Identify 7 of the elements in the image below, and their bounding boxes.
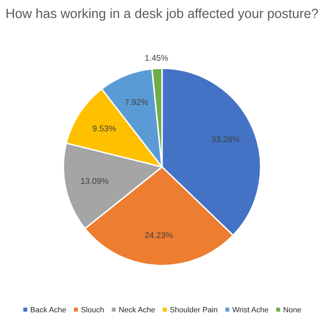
- data-label: 33.28%: [212, 136, 240, 142]
- data-label: 9.53%: [92, 126, 116, 132]
- data-label: 7.92%: [125, 99, 148, 106]
- chart-title: How has working in a desk job affected your posture?: [6, 8, 318, 21]
- data-label: 24.23%: [145, 232, 173, 238]
- data-label: 13.09%: [81, 178, 108, 184]
- data-label: 1.45%: [145, 54, 168, 61]
